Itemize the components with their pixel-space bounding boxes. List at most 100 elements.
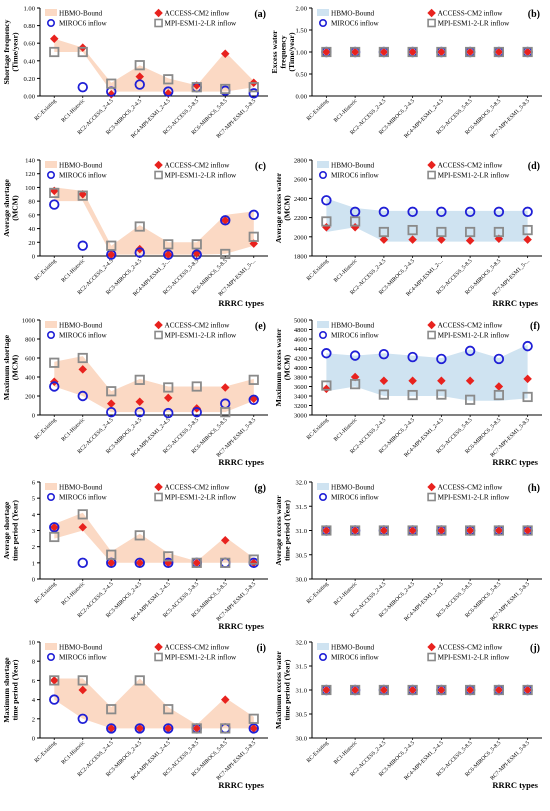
legend-miroc-marker: [318, 18, 327, 27]
mpi-point: [134, 374, 145, 385]
mpi-point: [49, 357, 60, 368]
legend-hbmo-label: HBMO-Bound: [59, 484, 103, 492]
legend-hbmo-label: HBMO-Bound: [331, 10, 375, 18]
legend-miroc-label: MIROC6 inflow: [59, 172, 108, 180]
miroc-point: [464, 345, 476, 357]
legend: HBMO-Bound ACCESS-CM2 inflow MIROC6 inflow…: [317, 320, 510, 340]
legend-mpi-label: MPI-ESM1-2-LR inflow: [438, 172, 510, 180]
hbmo-bound-band: [54, 38, 254, 92]
mpi-point: [436, 46, 447, 58]
mpi-point: [321, 684, 332, 696]
mpi-point: [49, 46, 60, 58]
legend-miroc-marker: [46, 18, 55, 27]
legend-miroc-label: MIROC6 inflow: [331, 332, 380, 340]
legend: HBMO-Bound ACCESS-CM2 inflow MIROC6 inflow…: [317, 642, 510, 662]
access-point: [379, 47, 389, 57]
legend-miroc-marker: [46, 652, 55, 661]
y-axis-label: (MCM): [283, 195, 292, 221]
legend-mpi-marker: [427, 492, 436, 502]
mpi-point: [522, 391, 533, 403]
legend-access-marker: [427, 642, 436, 652]
chart-panel-h: 30.0 30.5 31.0 31.5 32.0 Average excess water…: [274, 480, 542, 631]
miroc-point: [522, 340, 533, 352]
legend-hbmo-swatch: [45, 9, 57, 16]
chart-panel-c: 0 20 40 60 80 100 120 140 Average shortage (MCM) R…: [2, 158, 268, 308]
panel-label: (b): [528, 9, 540, 20]
access-point: [350, 526, 360, 535]
y-tick-label: 0: [32, 413, 36, 420]
access-point: [379, 685, 389, 695]
mpi-point: [493, 46, 504, 58]
miroc-point: [191, 249, 202, 260]
legend-access-label: ACCESS-CM2 inflow: [438, 10, 504, 18]
access-point: [322, 685, 331, 695]
access-point: [78, 365, 87, 374]
y-tick-label: 8: [32, 659, 36, 666]
access-point: [523, 685, 532, 695]
legend: HBMO-Bound ACCESS-CM2 inflow MIROC6 inflow…: [45, 642, 237, 662]
legend-hbmo-swatch: [317, 321, 329, 328]
mpi-point: [248, 374, 259, 385]
x-axis-label: RRRC types: [218, 621, 264, 631]
mpi-point: [522, 525, 533, 536]
access-point: [379, 526, 389, 535]
legend-miroc-label: MIROC6 inflow: [59, 654, 108, 662]
mpi-point: [378, 684, 389, 696]
mpi-point: [522, 224, 533, 236]
x-tick-label: RC-Existing: [34, 740, 58, 764]
miroc-point: [248, 88, 259, 99]
y-tick-label: 6: [32, 678, 36, 685]
x-axis-label: RRRC types: [492, 780, 538, 790]
y-tick-label: 6: [32, 480, 36, 487]
legend-mpi-marker: [154, 492, 163, 502]
legend-hbmo-label: HBMO-Bound: [331, 162, 375, 170]
mpi-point: [465, 394, 476, 405]
legend-mpi-marker: [154, 18, 163, 28]
legend-mpi-label: MPI-ESM1-2-LR inflow: [438, 654, 510, 662]
mpi-point: [350, 525, 361, 536]
legend-hbmo-label: HBMO-Bound: [59, 162, 103, 170]
panel-label: (e): [255, 321, 266, 332]
access-point: [322, 526, 331, 535]
chart-panel-i: 0 2 4 6 8 10 Maximum shortage time period (Year…: [2, 640, 268, 790]
y-tick-label: 2800: [294, 158, 308, 165]
miroc-point: [106, 406, 117, 418]
legend-miroc-marker: [318, 171, 327, 180]
mpi-point: [220, 248, 231, 260]
legend-miroc-label: MIROC6 inflow: [331, 494, 380, 502]
y-tick-label: 4800: [294, 327, 308, 334]
access-point: [379, 235, 389, 244]
y-axis-label: (Time/year): [287, 32, 296, 72]
legend-access-marker: [154, 482, 163, 492]
y-tick-label: 4600: [294, 337, 308, 344]
mpi-point: [191, 723, 202, 734]
y-tick-label: 800: [25, 337, 36, 344]
access-point: [494, 685, 504, 695]
access-point: [465, 376, 475, 386]
y-axis-label: Average excess water: [274, 172, 283, 243]
miroc-point: [163, 86, 174, 97]
panel-label: (h): [528, 483, 540, 494]
y-tick-label: 1.50: [295, 28, 307, 35]
legend-mpi-marker: [154, 330, 163, 340]
miroc-point: [49, 694, 60, 705]
y-tick-label: 0.80: [23, 23, 35, 30]
y-tick-label: 30.0: [295, 736, 307, 743]
miroc-point: [436, 206, 447, 218]
legend-hbmo-label: HBMO-Bound: [59, 322, 103, 330]
legend-miroc-label: MIROC6 inflow: [331, 654, 380, 662]
x-tick-label: RC1-Historic: [333, 740, 359, 766]
y-tick-label: 3000: [294, 413, 308, 420]
mpi-point: [106, 549, 117, 560]
y-tick-label: 2400: [294, 196, 308, 203]
legend-access-marker: [154, 160, 163, 170]
y-tick-label: 1800: [294, 254, 308, 261]
y-tick-label: 2.00: [295, 6, 307, 13]
y-axis-label: frequency: [279, 35, 288, 68]
legend-hbmo-label: HBMO-Bound: [59, 644, 103, 652]
mpi-point: [191, 381, 202, 392]
x-axis-label: RRRC types: [492, 298, 538, 308]
mpi-point: [248, 713, 259, 724]
y-tick-label: 3200: [294, 403, 308, 410]
legend-mpi-marker: [427, 18, 436, 28]
